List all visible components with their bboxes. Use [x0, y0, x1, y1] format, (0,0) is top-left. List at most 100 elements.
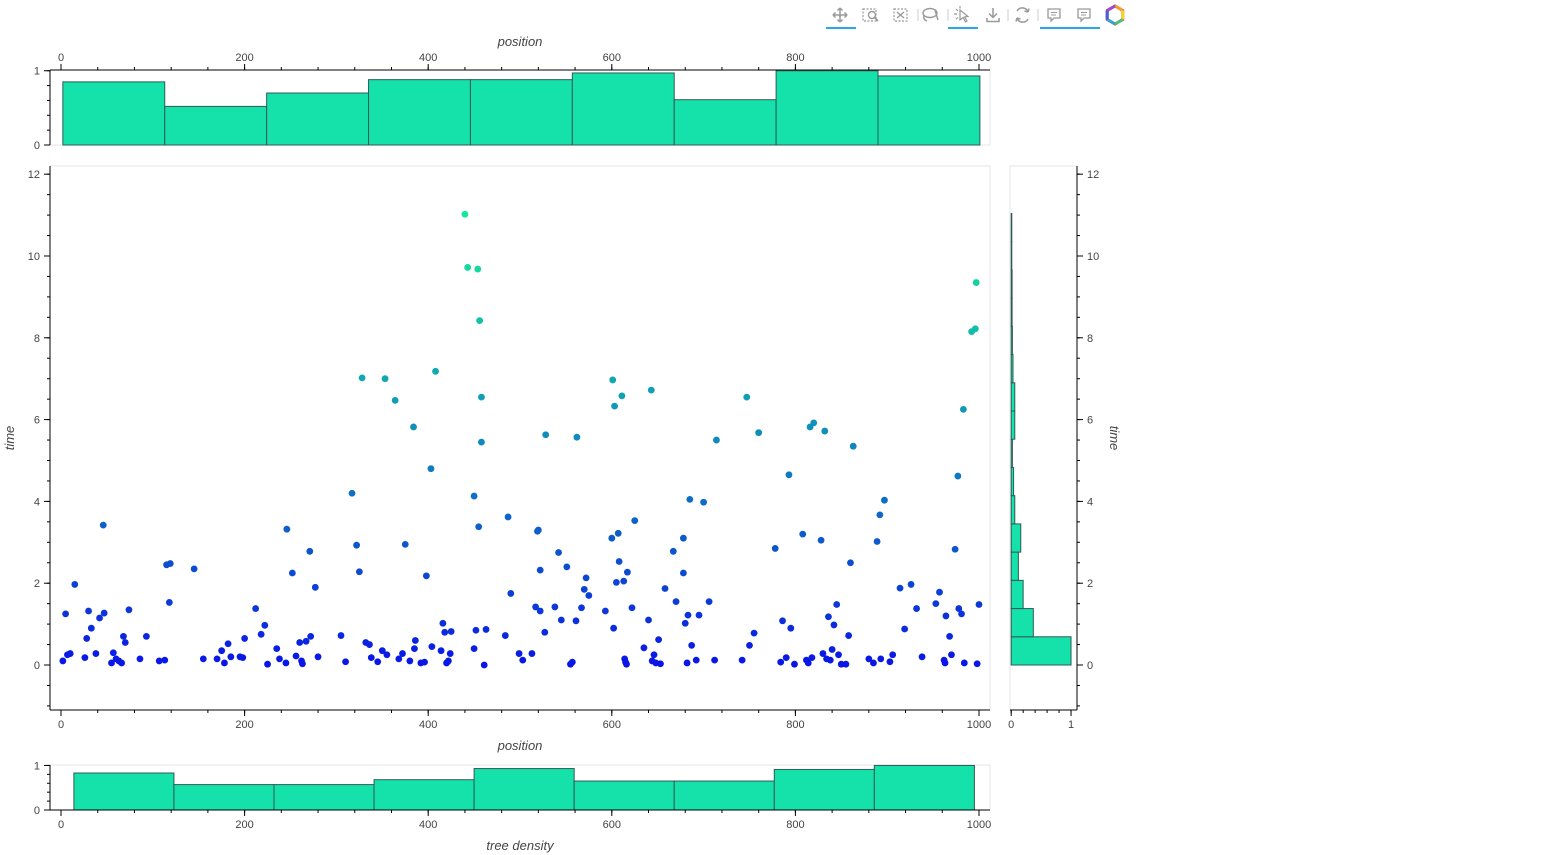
right-histogram-bar[interactable] [1010, 410, 1016, 440]
scatter-point[interactable] [585, 592, 593, 599]
scatter-point[interactable] [120, 632, 127, 640]
scatter-point[interactable] [221, 659, 228, 667]
scatter-point[interactable] [62, 610, 70, 618]
scatter-point[interactable] [406, 657, 414, 665]
scatter-point[interactable] [470, 492, 478, 500]
scatter-point[interactable] [771, 545, 779, 552]
scatter-point[interactable] [877, 655, 885, 663]
scatter-point[interactable] [121, 639, 129, 646]
right-histogram-bar[interactable] [1010, 495, 1016, 525]
scatter-point[interactable] [647, 386, 655, 394]
scatter-point[interactable] [337, 632, 345, 639]
scatter-point[interactable] [661, 585, 669, 592]
scatter-point[interactable] [572, 617, 580, 625]
scatter-point[interactable] [399, 650, 406, 657]
scatter-point[interactable] [276, 655, 283, 663]
lasso-icon[interactable] [922, 7, 939, 22]
scatter-point[interactable] [501, 632, 509, 639]
scatter-point[interactable] [470, 645, 478, 653]
scatter-point[interactable] [601, 607, 609, 615]
bottom-histogram-bar[interactable] [873, 764, 975, 811]
scatter-point[interactable] [66, 650, 74, 657]
scatter-point[interactable] [835, 651, 842, 659]
scatter-point[interactable] [692, 656, 700, 664]
right-histogram-bar[interactable] [1010, 297, 1013, 327]
scatter-point[interactable] [342, 658, 349, 666]
scatter-point[interactable] [655, 636, 663, 644]
scatter-point[interactable] [306, 547, 314, 555]
bokeh-logo-icon[interactable] [1105, 4, 1125, 26]
scatter-point[interactable] [190, 565, 198, 573]
scatter-point[interactable] [87, 624, 95, 632]
scatter-point[interactable] [478, 438, 485, 446]
scatter-point[interactable] [865, 655, 873, 663]
scatter-point[interactable] [474, 265, 482, 273]
scatter-point[interactable] [681, 619, 689, 627]
bottom-histogram-bar[interactable] [773, 768, 875, 811]
scatter-point[interactable] [842, 660, 850, 668]
scatter-point[interactable] [557, 616, 565, 624]
scatter-point[interactable] [817, 536, 825, 544]
scatter-point[interactable] [573, 433, 581, 441]
scatter-point[interactable] [825, 613, 832, 621]
scatter-point[interactable] [355, 568, 363, 576]
bottom-histogram-bar[interactable] [273, 784, 375, 811]
scatter-point[interactable] [608, 534, 616, 542]
bottom-histogram-bar[interactable] [373, 779, 475, 811]
pan-icon[interactable] [832, 7, 848, 23]
scatter-point[interactable] [624, 568, 631, 576]
scatter-point[interactable] [830, 621, 838, 629]
scatter-point[interactable] [808, 654, 816, 662]
scatter-point[interactable] [136, 655, 144, 663]
scatter-point[interactable] [476, 317, 484, 325]
scatter-point[interactable] [932, 600, 940, 608]
scatter-point[interactable] [422, 572, 430, 580]
scatter-point[interactable] [292, 652, 300, 660]
box-zoom-icon[interactable] [862, 8, 879, 22]
scatter-point[interactable] [955, 605, 963, 612]
top-histogram-bar[interactable] [266, 92, 370, 146]
scatter-point[interactable] [536, 566, 544, 574]
top-histogram[interactable]: 0 200 400 600 800 1000 0 1 position [34, 34, 991, 152]
scatter-point[interactable] [381, 375, 389, 383]
scatter-point[interactable] [264, 660, 271, 668]
scatter-point[interactable] [782, 654, 790, 662]
scatter-point[interactable] [383, 651, 391, 659]
scatter-point[interactable] [873, 538, 881, 545]
scatter-point[interactable] [688, 641, 696, 649]
scatter-point[interactable] [960, 659, 968, 667]
scatter-point[interactable] [472, 626, 480, 634]
scatter-point[interactable] [85, 607, 92, 615]
scatter-point[interactable] [828, 646, 836, 653]
scatter-point[interactable] [296, 639, 304, 646]
scatter-point[interactable] [799, 530, 807, 538]
scatter-point[interactable] [683, 659, 691, 667]
scatter-point[interactable] [791, 660, 798, 668]
scatter-point[interactable] [358, 374, 366, 382]
scatter-point[interactable] [161, 656, 169, 664]
scatter-point[interactable] [845, 632, 853, 639]
scatter-point[interactable] [876, 511, 884, 519]
right-histogram-bar[interactable] [1010, 382, 1016, 412]
scatter-point[interactable] [628, 604, 636, 612]
scatter-point[interactable] [118, 659, 126, 667]
scatter-point[interactable] [946, 632, 954, 640]
scatter-point[interactable] [787, 624, 795, 632]
scatter-point[interactable] [437, 647, 445, 655]
scatter-point[interactable] [901, 625, 909, 633]
right-histogram-bar[interactable] [1010, 212, 1013, 243]
top-histogram-bar[interactable] [62, 81, 166, 146]
scatter-point[interactable] [711, 656, 719, 664]
reset-icon[interactable] [1015, 7, 1030, 23]
scatter-point[interactable] [833, 601, 841, 608]
scatter-point[interactable] [821, 427, 829, 435]
scatter-point[interactable] [92, 650, 100, 657]
scatter-point[interactable] [428, 643, 436, 651]
scatter-point[interactable] [847, 559, 854, 567]
save-icon[interactable] [986, 8, 1000, 23]
scatter-point[interactable] [528, 650, 536, 657]
scatter-point[interactable] [421, 658, 428, 666]
scatter-point[interactable] [785, 471, 793, 479]
scatter-point[interactable] [679, 534, 687, 542]
scatter-point[interactable] [227, 653, 235, 661]
